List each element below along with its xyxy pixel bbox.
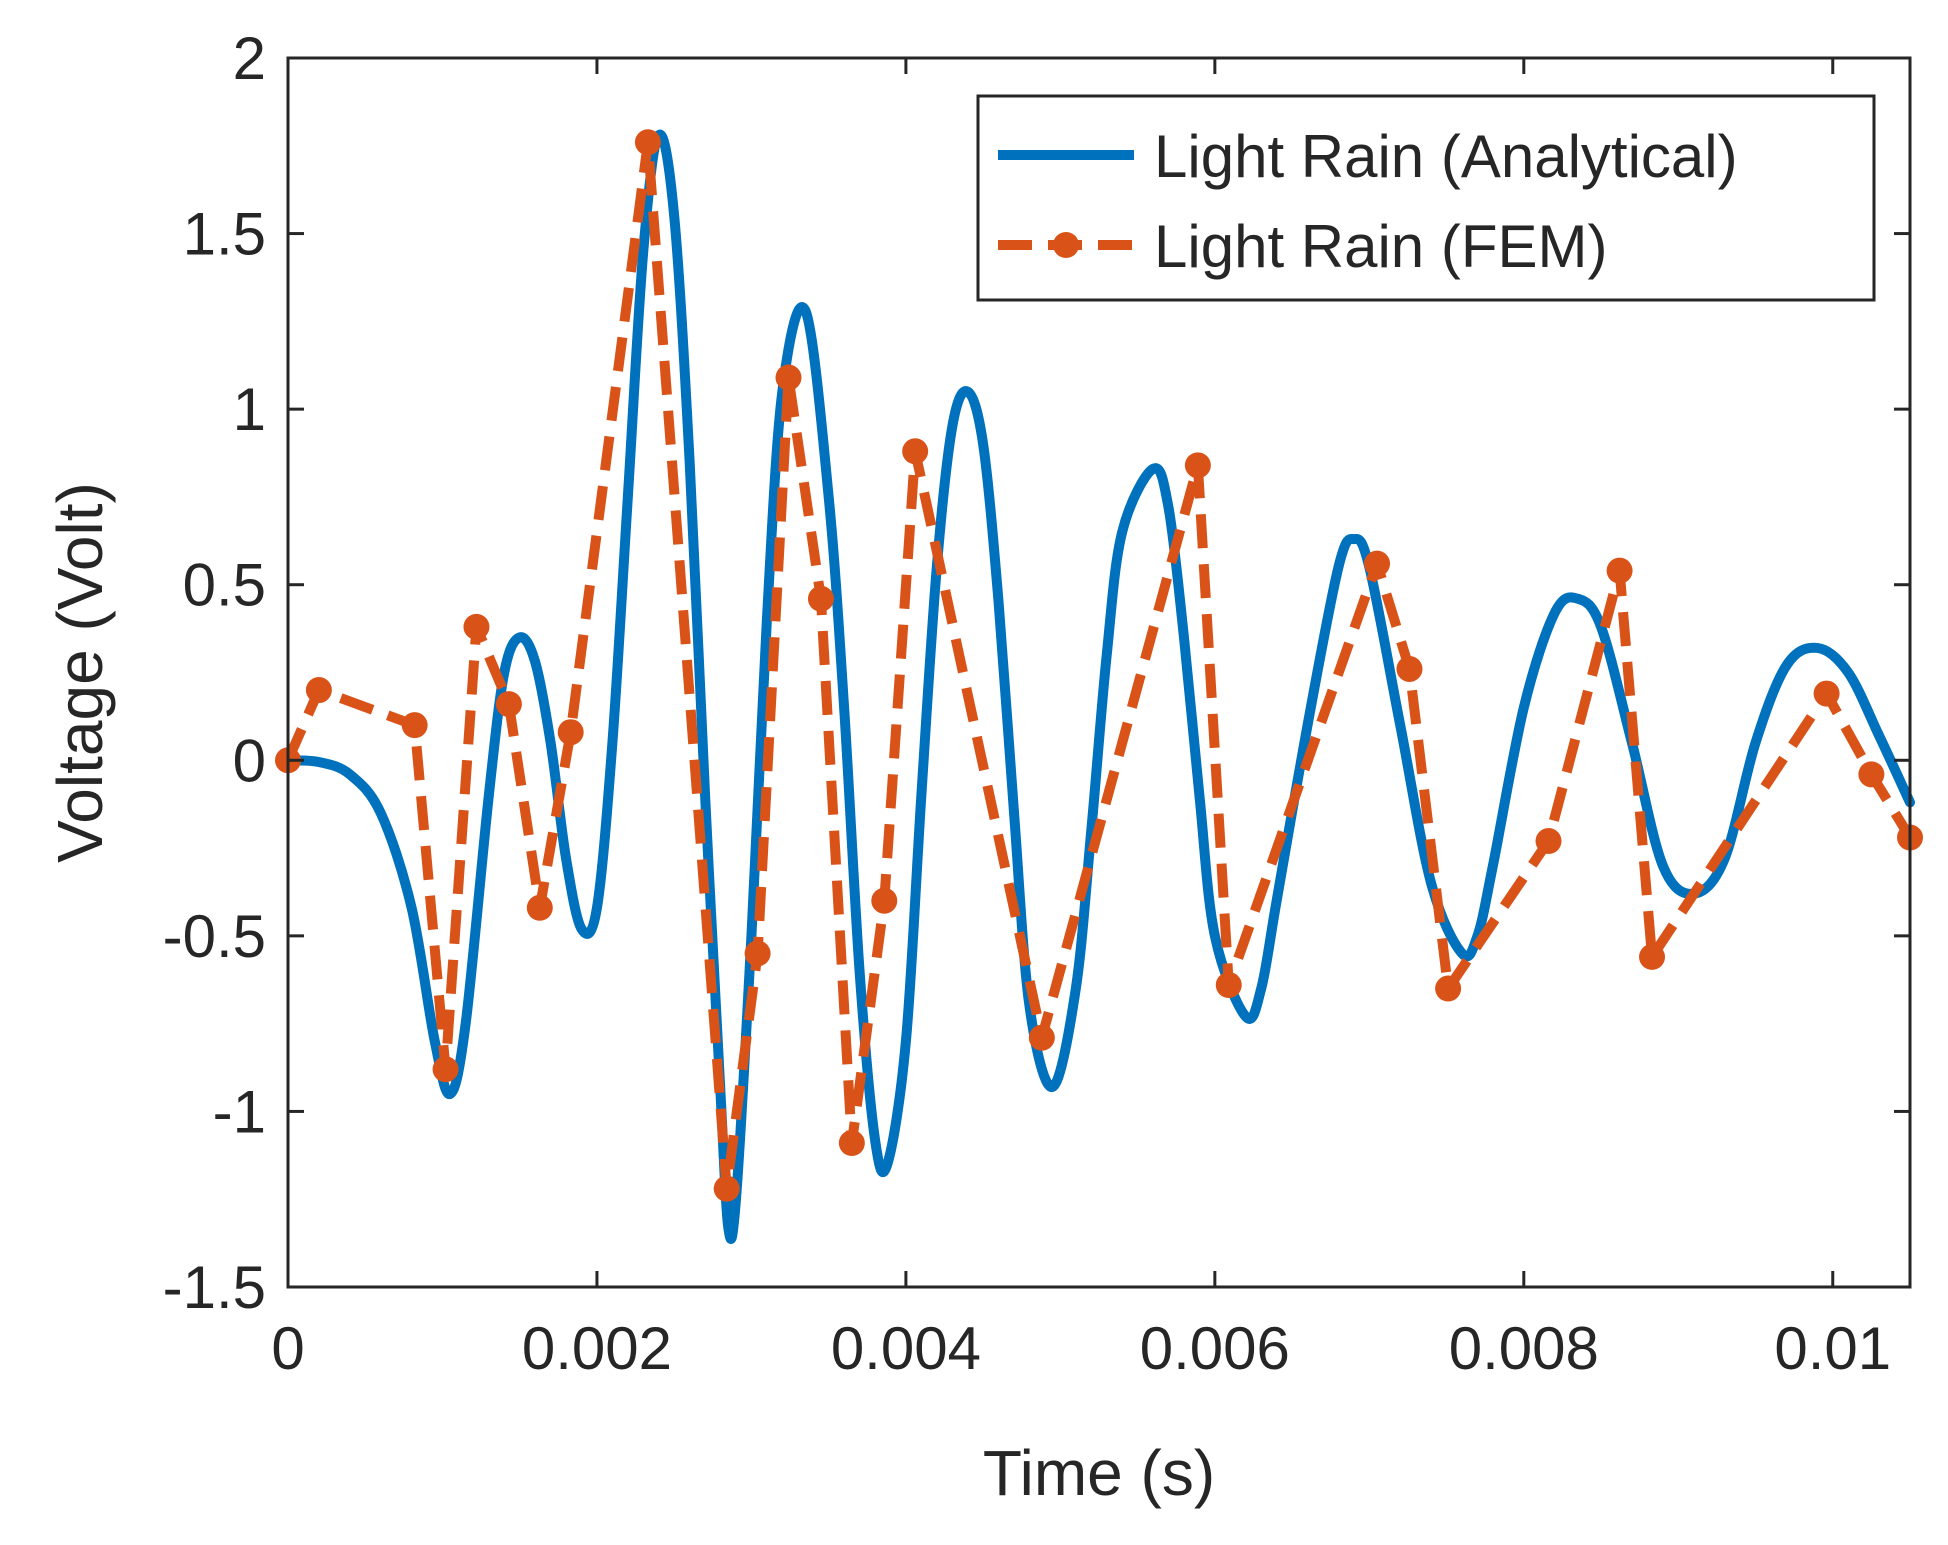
y-tick-label: 1 <box>233 376 266 443</box>
y-tick-label: 1.5 <box>183 201 266 268</box>
data-point-fem <box>1435 975 1462 1002</box>
x-tick-label: 0.01 <box>1774 1315 1891 1382</box>
data-point-fem <box>463 613 490 640</box>
y-tick-label: -1.5 <box>163 1254 266 1321</box>
y-tick-label: -1 <box>213 1078 266 1145</box>
data-point-fem <box>1215 972 1242 999</box>
data-point-fem <box>526 894 553 921</box>
legend-label-analytical: Light Rain (Analytical) <box>1154 123 1738 190</box>
data-point-fem <box>744 940 771 967</box>
data-point-fem <box>401 712 428 739</box>
legend: Light Rain (Analytical) Light Rain (FEM) <box>976 94 1876 302</box>
y-tick-label: 0 <box>233 727 266 794</box>
data-point-fem <box>634 129 661 156</box>
y-axis-title: Voltage (Volt) <box>44 482 116 863</box>
data-point-fem <box>1535 828 1562 855</box>
axes-box <box>286 56 1912 1289</box>
y-tick-label: 0.5 <box>183 552 266 619</box>
data-point-fem <box>305 677 332 704</box>
data-point-fem <box>1639 943 1666 970</box>
data-point-fem <box>1184 452 1211 479</box>
data-point-fem <box>838 1130 865 1157</box>
series-layer <box>275 129 1923 1244</box>
series-line-light-rain-analytical <box>283 129 1915 1244</box>
data-point-fem <box>1858 761 1885 788</box>
x-axis-title: Time (s) <box>983 1437 1215 1509</box>
data-point-fem <box>1028 1024 1055 1051</box>
legend-box <box>976 94 1876 302</box>
data-point-fem <box>1813 680 1840 707</box>
data-point-fem <box>871 887 898 914</box>
ticks-layer: 0 0.002 0.004 0.006 0.008 0.01 -1.5 -1 -0.5 0 0.5 1… <box>163 25 1910 1382</box>
y-tick-label: -0.5 <box>163 903 266 970</box>
series-line-light-rain-fem <box>283 137 1915 1194</box>
legend-label-fem: Light Rain (FEM) <box>1154 213 1607 280</box>
x-tick-label: 0.006 <box>1140 1315 1290 1382</box>
x-tick-label: 0.008 <box>1449 1315 1599 1382</box>
data-point-fem <box>557 719 584 746</box>
data-point-fem <box>713 1175 740 1202</box>
x-tick-label: 0.002 <box>522 1315 672 1382</box>
legend-marker-fem <box>1053 232 1079 258</box>
data-point-fem <box>1364 550 1391 577</box>
data-point-fem <box>775 364 802 391</box>
data-point-fem <box>902 438 929 465</box>
data-point-fem <box>495 691 522 718</box>
data-point-fem <box>1606 557 1633 584</box>
data-point-fem <box>1396 655 1423 682</box>
x-tick-label: 0.004 <box>831 1315 981 1382</box>
data-point-fem <box>807 585 834 612</box>
x-tick-label: 0 <box>271 1315 304 1382</box>
y-tick-label: 2 <box>233 25 266 92</box>
data-point-fem <box>432 1056 459 1083</box>
